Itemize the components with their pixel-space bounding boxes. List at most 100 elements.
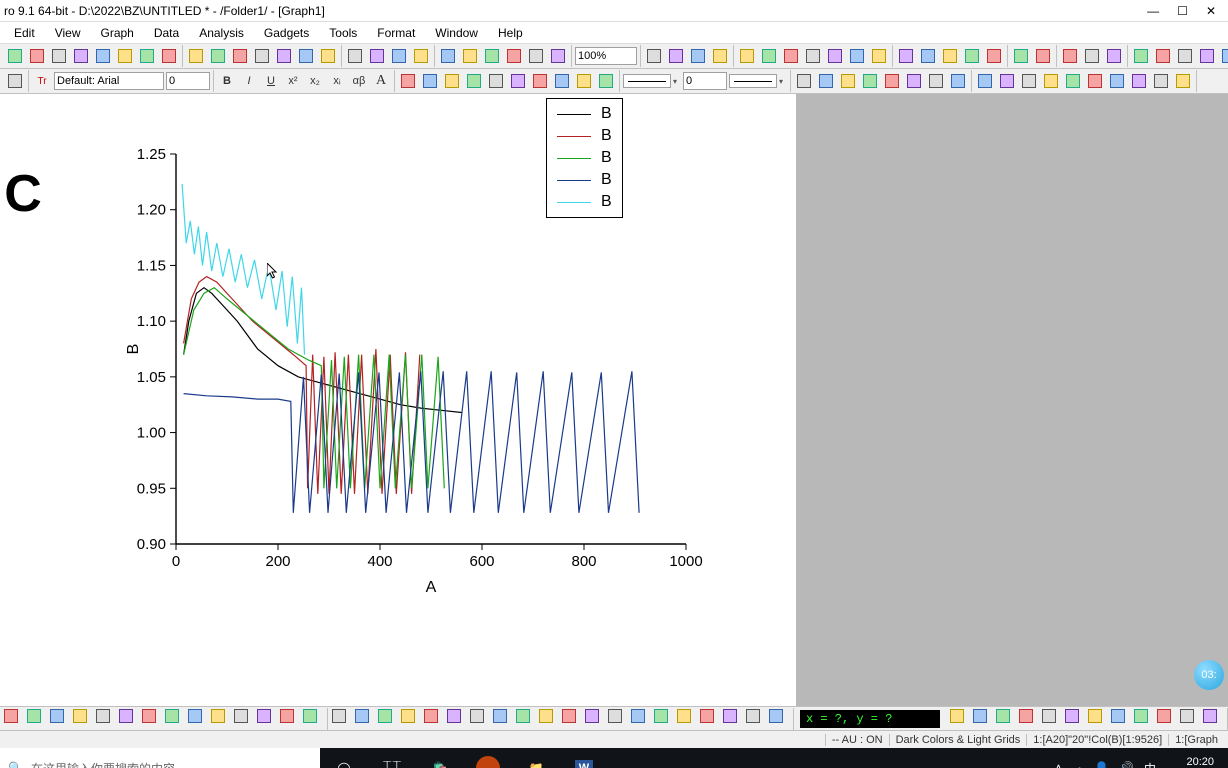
std-btn-g0-6[interactable]	[137, 46, 157, 66]
obj-tool-11[interactable]	[1203, 709, 1223, 729]
menu-gadgets[interactable]: Gadgets	[254, 24, 319, 42]
mask-tool-14[interactable]	[654, 709, 674, 729]
fmt-color-1[interactable]	[420, 71, 440, 91]
greek-button[interactable]: αβ	[349, 71, 369, 91]
std-btn-g1-3[interactable]	[252, 46, 272, 66]
mask-tool-2[interactable]	[378, 709, 398, 729]
std-btn-g3-4[interactable]	[526, 46, 546, 66]
fmt-misc-6[interactable]	[1107, 71, 1127, 91]
line-dash-combo[interactable]	[729, 74, 777, 88]
std-btn-g6-6[interactable]	[869, 46, 889, 66]
std-btn-g7-3[interactable]	[962, 46, 982, 66]
legend-row-0[interactable]: B	[557, 103, 612, 125]
std-btn-g6-5[interactable]	[847, 46, 867, 66]
fmt-color-2[interactable]	[442, 71, 462, 91]
zoom-combo[interactable]	[575, 47, 637, 65]
std-btn-g1-5[interactable]	[296, 46, 316, 66]
subscript-button[interactable]: x₂	[305, 71, 325, 91]
mask-tool-7[interactable]	[493, 709, 513, 729]
fmt-color-0[interactable]	[398, 71, 418, 91]
index-button[interactable]: xᵢ	[327, 71, 347, 91]
tray-clock[interactable]: 20:20 2022/11/	[1166, 756, 1220, 768]
task-view-button[interactable]: ◯	[320, 748, 368, 768]
plot-type-3[interactable]	[73, 709, 93, 729]
fmt-color-8[interactable]	[574, 71, 594, 91]
mask-tool-10[interactable]	[562, 709, 582, 729]
fmt-misc-4[interactable]	[1063, 71, 1083, 91]
std-btn-g1-6[interactable]	[318, 46, 338, 66]
std-btn-g10-3[interactable]	[1197, 46, 1217, 66]
series-1[interactable]	[184, 277, 420, 494]
graph-window[interactable]: 020040060080010000.900.951.001.051.101.1…	[46, 94, 796, 706]
fmt-fill-4[interactable]	[882, 71, 902, 91]
std-btn-g7-1[interactable]	[918, 46, 938, 66]
std-btn-g3-1[interactable]	[460, 46, 480, 66]
std-btn-g6-3[interactable]	[803, 46, 823, 66]
std-btn-g0-1[interactable]	[27, 46, 47, 66]
mask-tool-3[interactable]	[401, 709, 421, 729]
mask-tool-0[interactable]	[332, 709, 352, 729]
plot-type-10[interactable]	[234, 709, 254, 729]
std-btn-g7-2[interactable]	[940, 46, 960, 66]
plot-type-4[interactable]	[96, 709, 116, 729]
std-btn-g8-1[interactable]	[1033, 46, 1053, 66]
menu-tools[interactable]: Tools	[319, 24, 367, 42]
fmt-color-3[interactable]	[464, 71, 484, 91]
std-btn-g1-4[interactable]	[274, 46, 294, 66]
fmt-misc-2[interactable]	[1019, 71, 1039, 91]
std-btn-g3-3[interactable]	[504, 46, 524, 66]
system-tray[interactable]: ˄ ☁ 👤 🔊 中 20:20 2022/11/	[1047, 756, 1228, 768]
std-btn-g3-2[interactable]	[482, 46, 502, 66]
fmt-misc-5[interactable]	[1085, 71, 1105, 91]
floating-bubble[interactable]: 03:	[1194, 660, 1224, 690]
plot-type-13[interactable]	[303, 709, 323, 729]
legend-row-3[interactable]: B	[557, 169, 612, 191]
std-btn-g10-2[interactable]	[1175, 46, 1195, 66]
fmt-color-4[interactable]	[486, 71, 506, 91]
menu-help[interactable]: Help	[488, 24, 533, 42]
maximize-button[interactable]: ☐	[1177, 4, 1188, 18]
mask-tool-19[interactable]	[769, 709, 789, 729]
fmt-color-9[interactable]	[596, 71, 616, 91]
obj-tool-6[interactable]	[1088, 709, 1108, 729]
std-btn-g0-3[interactable]	[71, 46, 91, 66]
menu-data[interactable]: Data	[144, 24, 189, 42]
fmt-color-5[interactable]	[508, 71, 528, 91]
plot-type-6[interactable]	[142, 709, 162, 729]
std-btn-g6-4[interactable]	[825, 46, 845, 66]
plot-type-0[interactable]	[4, 709, 24, 729]
app-origin-icon[interactable]	[464, 748, 512, 768]
mask-tool-11[interactable]	[585, 709, 605, 729]
fmt-misc-3[interactable]	[1041, 71, 1061, 91]
font-style-button[interactable]: A	[371, 71, 391, 91]
close-button[interactable]: ✕	[1206, 4, 1216, 18]
fmt-fill-7[interactable]	[948, 71, 968, 91]
font-family-combo[interactable]	[54, 72, 164, 90]
fmt-misc-9[interactable]	[1173, 71, 1193, 91]
mask-tool-1[interactable]	[355, 709, 375, 729]
fmt-fill-3[interactable]	[860, 71, 880, 91]
obj-tool-4[interactable]	[1042, 709, 1062, 729]
fmt-misc-0[interactable]	[975, 71, 995, 91]
std-btn-g10-0[interactable]	[1131, 46, 1151, 66]
menu-analysis[interactable]: Analysis	[189, 24, 254, 42]
std-btn-g0-0[interactable]	[5, 46, 25, 66]
plot-type-7[interactable]	[165, 709, 185, 729]
fmt-fill-6[interactable]	[926, 71, 946, 91]
mask-tool-12[interactable]	[608, 709, 628, 729]
menu-format[interactable]: Format	[367, 24, 425, 42]
italic-button[interactable]: I	[239, 71, 259, 91]
cortana-button[interactable]: ⌶⌶	[368, 748, 416, 768]
obj-tool-5[interactable]	[1065, 709, 1085, 729]
std-btn-g6-1[interactable]	[759, 46, 779, 66]
plot-type-5[interactable]	[119, 709, 139, 729]
legend-row-1[interactable]: B	[557, 125, 612, 147]
legend-row-2[interactable]: B	[557, 147, 612, 169]
mask-tool-6[interactable]	[470, 709, 490, 729]
std-btn-g0-4[interactable]	[93, 46, 113, 66]
format-unknown-icon[interactable]	[5, 71, 25, 91]
fmt-fill-1[interactable]	[816, 71, 836, 91]
obj-tool-8[interactable]	[1134, 709, 1154, 729]
fmt-misc-1[interactable]	[997, 71, 1017, 91]
std-btn-g9-0[interactable]	[1060, 46, 1080, 66]
